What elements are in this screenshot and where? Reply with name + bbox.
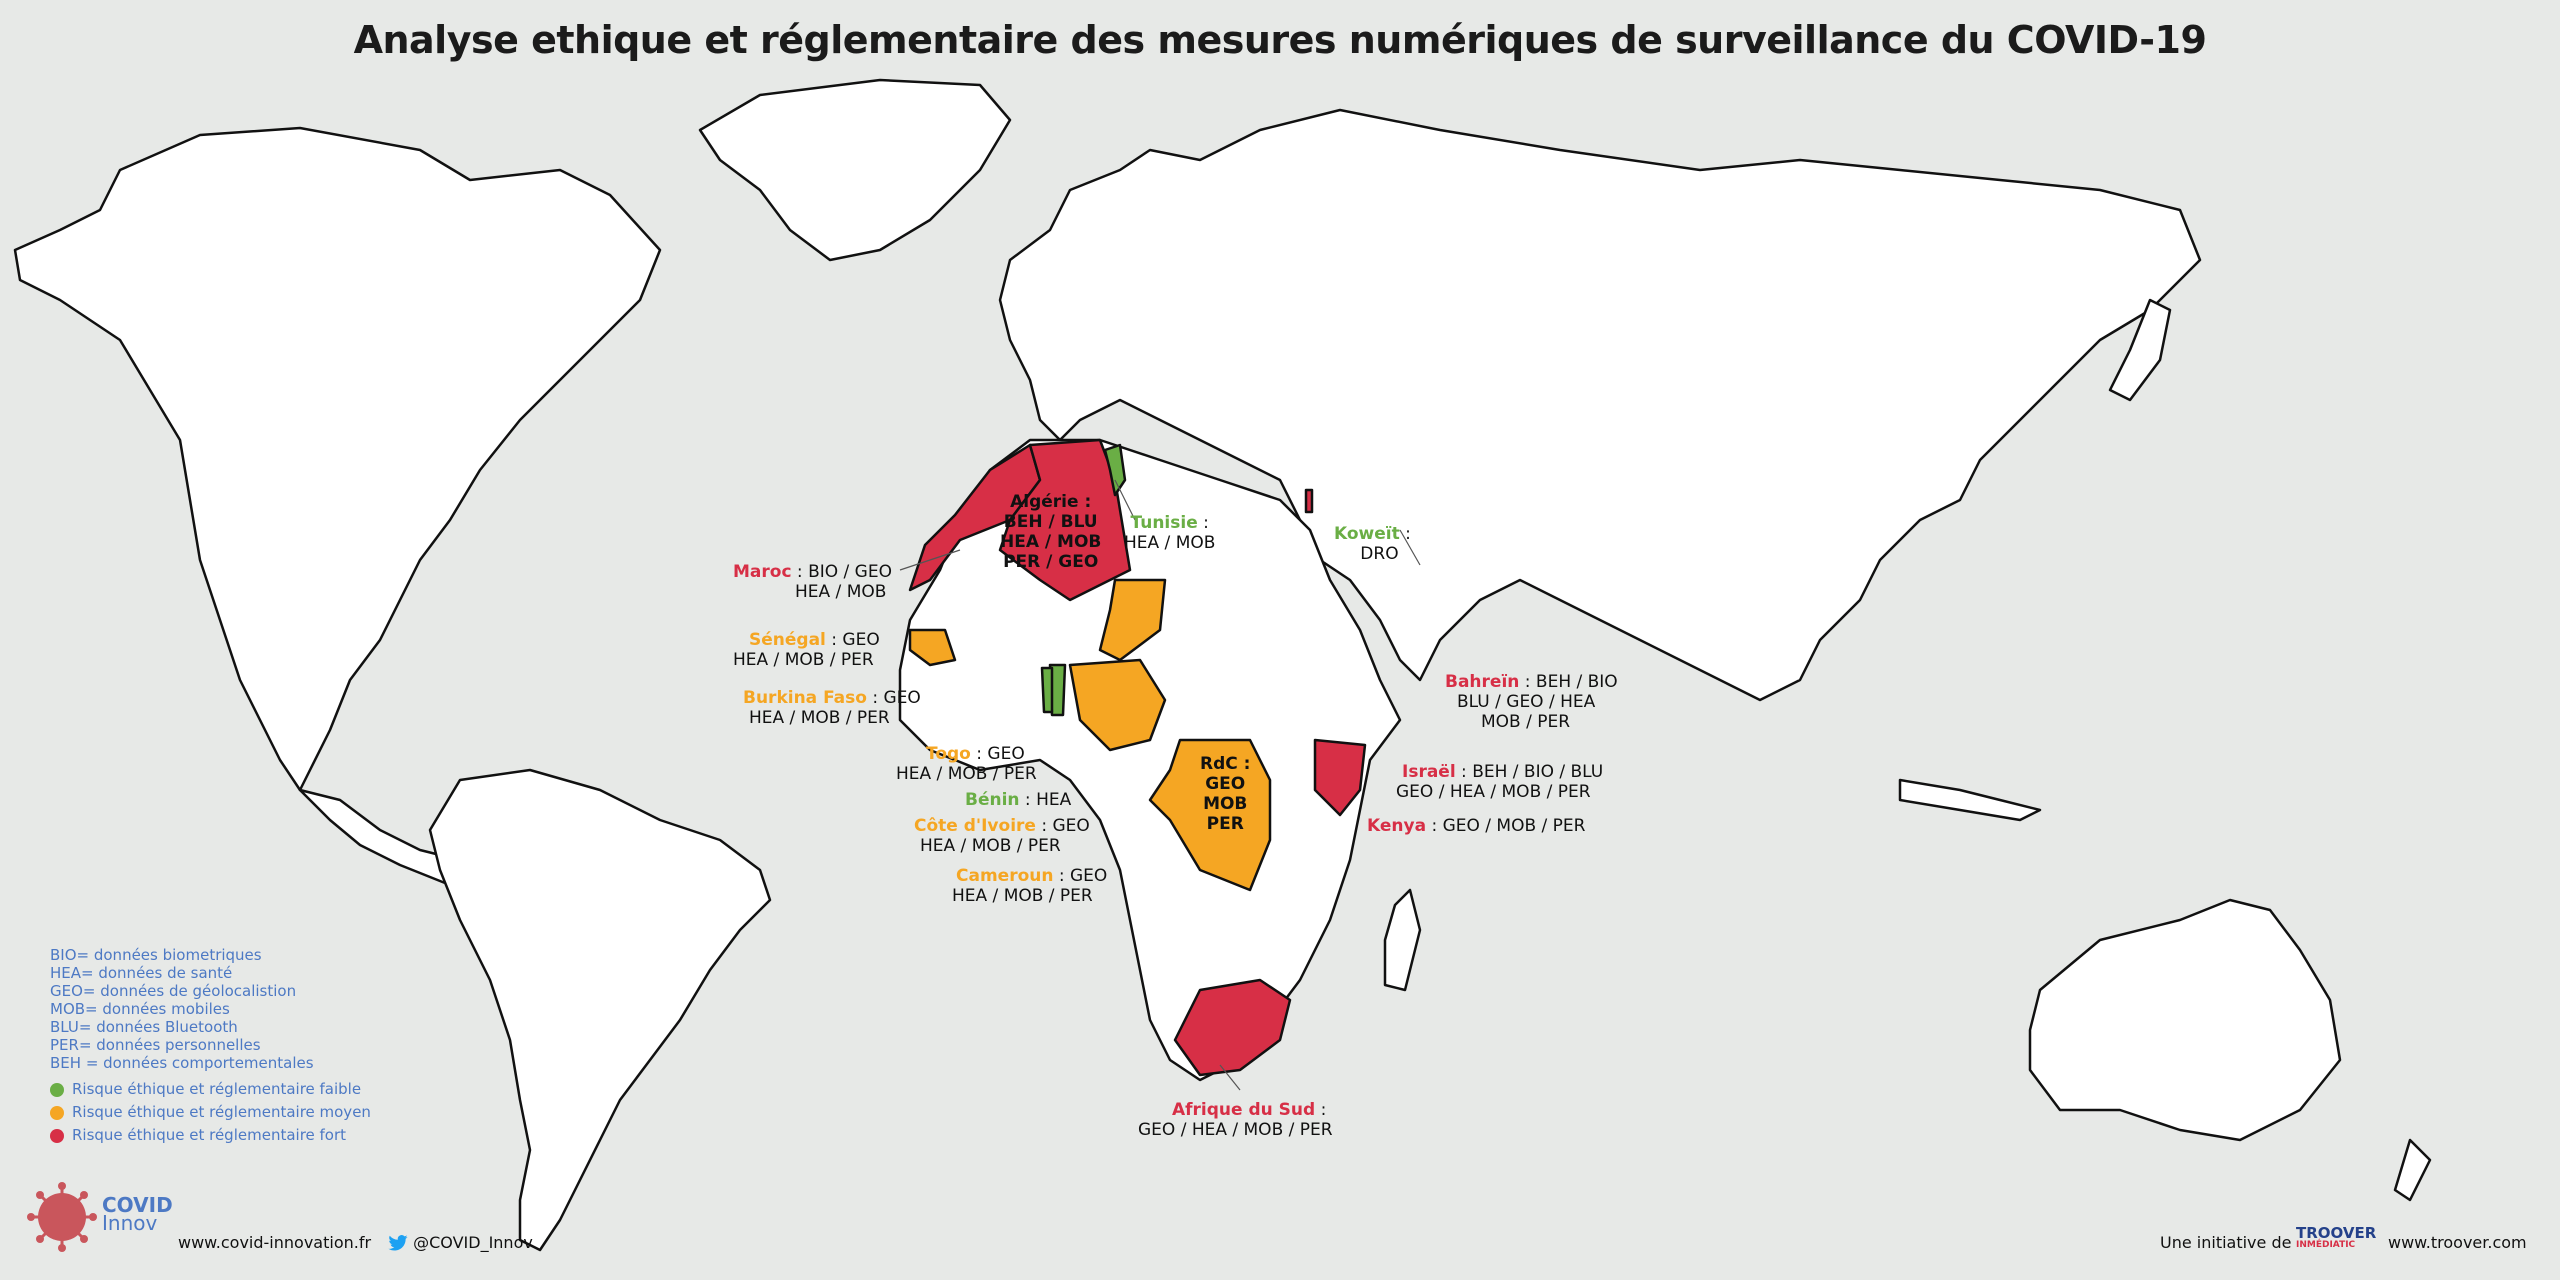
japan	[2108, 298, 2172, 402]
country-tunisie	[1103, 443, 1127, 497]
troover-link[interactable]: www.troover.com	[2388, 1233, 2527, 1252]
legend-risk-low: Risque éthique et réglementaire faible	[50, 1078, 371, 1101]
label-benin: Bénin : HEA	[965, 790, 1072, 810]
madagascar	[1383, 888, 1422, 992]
legend-abbr: HEA= données de santé	[50, 964, 233, 982]
red-dot-icon	[50, 1128, 64, 1143]
legend-risk-high: Risque éthique et réglementaire fort	[50, 1124, 371, 1147]
label-rdc: RdC : GEO MOB PER	[1200, 754, 1251, 834]
new-zealand	[2393, 1138, 2432, 1202]
label-burkina: Burkina Faso : GEO HEA / MOB / PER	[743, 688, 921, 728]
country-afriquesud	[1173, 978, 1292, 1077]
legend-abbr: MOB= données mobiles	[50, 1000, 230, 1018]
troover-logo: TROOVER INMÉDIATIC	[2296, 1224, 2377, 1251]
label-afriquesud: Afrique du Sud : GEO / HEA / MOB / PER	[1138, 1100, 1333, 1140]
legend-abbr: PER= données personnelles	[50, 1036, 261, 1054]
legend: BIO= données biometriques HEA= données d…	[50, 946, 371, 1147]
covid-innov-logo: COVID Innov	[24, 1182, 194, 1252]
twitter-handle[interactable]: @COVID_Innov	[388, 1233, 533, 1252]
orange-dot-icon	[50, 1105, 64, 1120]
country-kenya	[1313, 738, 1367, 817]
website-link[interactable]: www.covid-innovation.fr	[178, 1233, 372, 1252]
label-cameroun: Cameroun : GEO HEA / MOB / PER	[952, 866, 1108, 906]
page-title: Analyse ethique et réglementaire des mes…	[353, 18, 2207, 62]
legend-abbr: BIO= données biometriques	[50, 946, 262, 964]
green-dot-icon	[50, 1082, 64, 1097]
label-senegal: Sénégal : GEO HEA / MOB / PER	[733, 630, 880, 670]
legend-risk-medium: Risque éthique et réglementaire moyen	[50, 1101, 371, 1124]
legend-abbr: BEH = données comportementales	[50, 1054, 314, 1072]
label-israel: Israël : BEH / BIO / BLU GEO / HEA / MOB…	[1396, 762, 1604, 802]
label-algerie: Algérie : BEH / BLU HEA / MOB PER / GEO	[1000, 492, 1102, 572]
greenland	[698, 78, 1012, 262]
label-kenya: Kenya : GEO / MOB / PER	[1367, 816, 1586, 836]
australia	[2028, 898, 2342, 1142]
country-rdc	[1148, 738, 1272, 892]
north-america-landmass	[13, 126, 662, 792]
country-cameroun	[1068, 658, 1167, 752]
country-israel	[1304, 488, 1314, 514]
label-togo: Togo : GEO HEA / MOB / PER	[896, 744, 1037, 784]
country-senegal	[908, 628, 957, 667]
legend-abbr: GEO= données de géolocalistion	[50, 982, 297, 1000]
initiative-text: Une initiative de	[2160, 1233, 2292, 1252]
indonesia	[1898, 778, 2042, 822]
label-maroc: Maroc : BIO / GEO HEA / MOB	[733, 562, 892, 602]
eurasia-landmass	[998, 108, 2202, 702]
label-koweit: Koweït : DRO	[1334, 524, 1411, 564]
virus-icon	[27, 1182, 97, 1252]
label-bahrein: Bahreïn : BEH / BIO BLU / GEO / HEA MOB …	[1445, 672, 1618, 732]
legend-abbr: BLU= données Bluetooth	[50, 1018, 238, 1036]
twitter-icon	[388, 1235, 408, 1251]
label-tunisie: Tunisie : HEA / MOB	[1124, 513, 1216, 553]
country-burkina	[1098, 578, 1167, 662]
south-america-landmass	[428, 768, 772, 1252]
label-cotedivoire: Côte d'Ivoire : GEO HEA / MOB / PER	[914, 816, 1090, 856]
country-togo	[1040, 666, 1054, 714]
